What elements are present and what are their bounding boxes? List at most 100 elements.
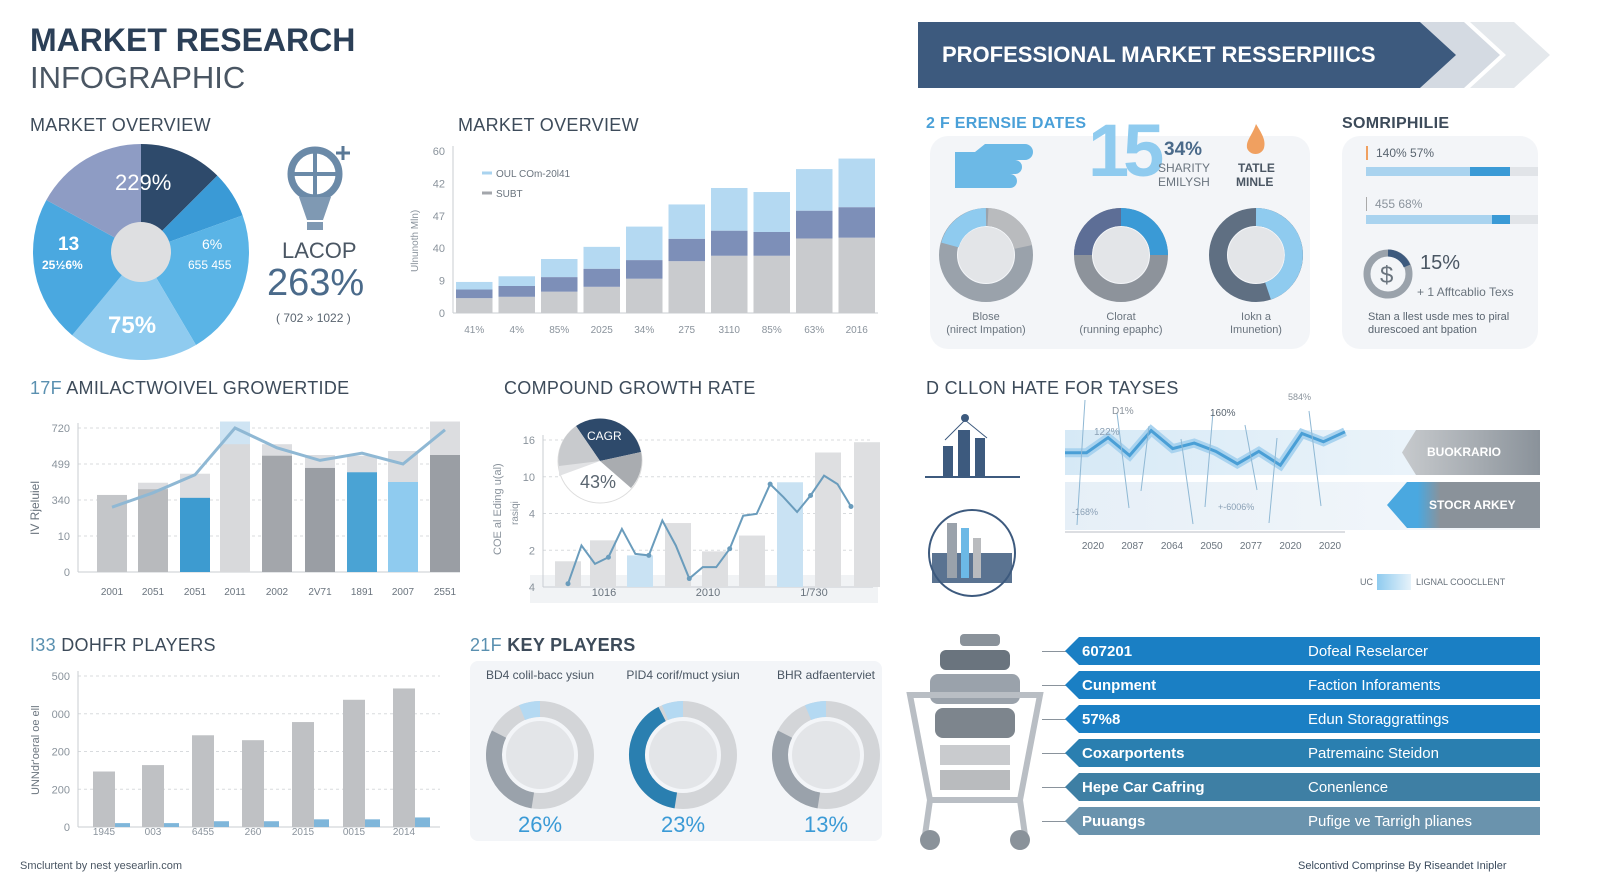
- y-tick-label: 499: [52, 459, 70, 471]
- summary-pct-sub: + 1 Afftcablio Texs: [1417, 285, 1514, 299]
- annotation-leader: [1140, 425, 1150, 492]
- donut-chart: [1074, 208, 1168, 302]
- section-title: SOMRIPHILIE: [1342, 115, 1450, 132]
- city-globe-icon: [928, 509, 1016, 597]
- pie-slice: [72, 252, 196, 360]
- header-banner: PROFESSIONAL MARKET RESSERPIIICS: [918, 22, 1458, 88]
- shopping-cart-icon: [906, 634, 1044, 850]
- bar-secondary: [115, 823, 130, 827]
- flame-icon: [1246, 124, 1265, 155]
- bar: [93, 771, 115, 827]
- x-tick-label: 2077: [1240, 541, 1263, 552]
- annotation-leader: [1308, 410, 1322, 507]
- bar-segment: [838, 158, 875, 208]
- line-point: [808, 492, 814, 498]
- x-tick-label: 2001: [101, 587, 124, 598]
- x-tick-label: 2002: [266, 587, 289, 598]
- annotation: 160%: [1210, 408, 1236, 419]
- connector-line: [1042, 685, 1067, 686]
- bar: [388, 482, 418, 572]
- list-item-left: Hepe Car Cafring: [1082, 778, 1205, 796]
- x-tick-label: 41%: [464, 325, 484, 336]
- bar-secondary: [264, 821, 279, 827]
- list-item-right: Dofeal Reselarcer: [1308, 642, 1429, 660]
- line-point: [848, 504, 854, 510]
- x-tick-label: 85%: [762, 325, 782, 336]
- bar-segment: [541, 259, 578, 278]
- annotation: 122%: [1094, 427, 1120, 438]
- bar-segment: [498, 276, 535, 286]
- section-number: D: [926, 378, 940, 398]
- donut-center: [649, 721, 717, 789]
- donut-label: (running epaphc): [1079, 324, 1163, 336]
- pie-label: 75%: [108, 312, 157, 339]
- bar-segment: [753, 255, 790, 313]
- connector-line: [1042, 753, 1067, 754]
- bar: [305, 467, 335, 572]
- bar: [430, 455, 460, 572]
- y-axis-label: COE al Eding u(al): [492, 463, 504, 555]
- bar: [854, 442, 880, 587]
- x-tick-label: 2087: [1121, 541, 1144, 552]
- kpi-value: 263%: [267, 262, 365, 304]
- bar-secondary: [314, 819, 329, 827]
- list-item-left: 607201: [1082, 642, 1133, 660]
- bar-segment: [838, 237, 875, 313]
- market-overview-chart: 0 9 40 47 42 60 41% 4% 85% 2025 34% 275 3110 85% 63% 20…: [433, 146, 878, 336]
- y-tick-label: 4: [529, 509, 535, 521]
- annotation-leader: [1204, 411, 1214, 508]
- y-axis-label: UNNdr'oeral oe ell: [30, 705, 42, 795]
- annotation: D1%: [1112, 406, 1134, 417]
- bar-secondary: [365, 819, 380, 827]
- y-tick-label: 000: [52, 709, 70, 721]
- x-tick-label: 1/730: [800, 587, 828, 599]
- y-tick-label: 200: [52, 784, 70, 796]
- player-share: 23%: [660, 812, 706, 837]
- x-tick-label: 2050: [1200, 541, 1223, 552]
- list-item-left: 57%8: [1082, 710, 1121, 728]
- footer-credit: Selcontivd Comprinse By Riseandet Iniple…: [1298, 860, 1507, 872]
- x-tick-label: 6455: [192, 827, 215, 838]
- y-tick-label: 47: [433, 211, 445, 223]
- bar-segment: [456, 281, 493, 290]
- y-tick-label: 9: [439, 276, 445, 288]
- x-tick-label: 2020: [1319, 541, 1342, 552]
- y-tick-label: 42: [433, 178, 445, 190]
- y-axis-label: Ulnunoth Mln): [410, 209, 421, 272]
- x-tick-label: 1945: [93, 827, 116, 838]
- pie-hole: [111, 222, 171, 282]
- bar-segment: [668, 204, 705, 239]
- donut-center: [792, 721, 860, 789]
- player-donut: [772, 701, 880, 809]
- bar: [138, 489, 168, 572]
- x-tick-label: 2V71: [308, 587, 332, 598]
- bar: [262, 455, 292, 572]
- bar-segment: [583, 286, 620, 313]
- legend-swatch: [1377, 574, 1411, 590]
- annotation: +-6006%: [1218, 502, 1255, 512]
- player-label: BHR adfaenterviet: [776, 668, 876, 682]
- bar-segment: [498, 296, 535, 313]
- section-title: KEY PLAYERS: [507, 635, 636, 655]
- line-point: [646, 552, 652, 558]
- list-item: Hepe Car Cafring Conenlence: [1065, 773, 1540, 801]
- bar-segment: [498, 286, 535, 297]
- x-tick-label: 2064: [1161, 541, 1184, 552]
- tag-label: STOCR ARKEY: [1387, 482, 1540, 528]
- bar-segment: [711, 230, 748, 256]
- bar: [180, 497, 210, 572]
- kpi-label: LACOP: [282, 238, 357, 263]
- x-tick-label: 2051: [142, 587, 165, 598]
- stats-donuts: [939, 208, 1303, 302]
- x-tick-label: 275: [678, 325, 695, 336]
- stat-label: MINLE: [1236, 175, 1274, 189]
- line-point: [605, 554, 611, 560]
- x-tick-label: 2007: [392, 587, 415, 598]
- legend-label: OUL COm-20l41: [496, 169, 571, 180]
- donut-segment: [772, 730, 821, 809]
- tag-label: BUOKRARIO: [1402, 430, 1540, 475]
- donut-segment: [486, 730, 535, 809]
- players-bar-chart: 0 200 200 000 500 1945 003 6455 260 2015 0015 2014: [52, 671, 440, 838]
- y-tick-label: 16: [523, 435, 535, 447]
- bar-label: 455 68%: [1366, 197, 1422, 211]
